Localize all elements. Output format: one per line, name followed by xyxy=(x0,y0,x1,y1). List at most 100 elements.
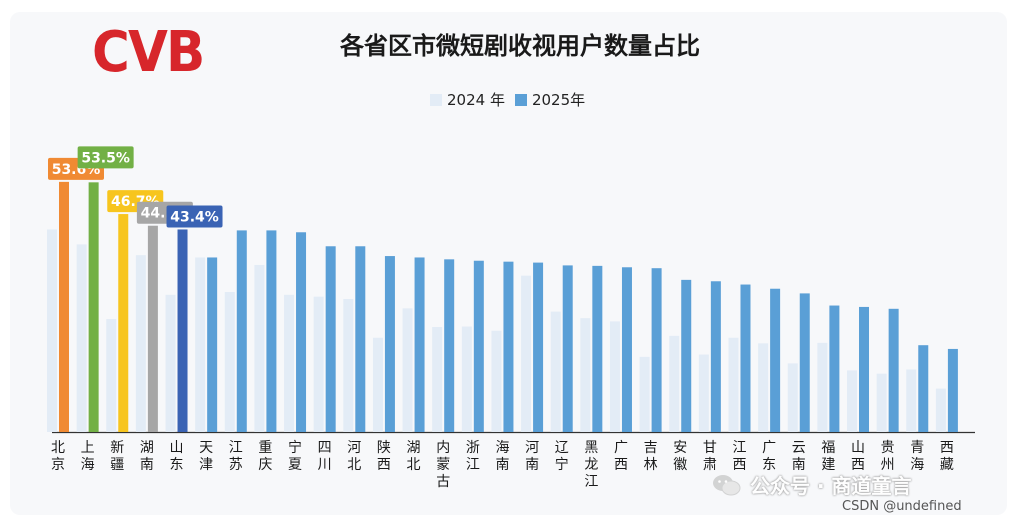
bar-2025-21 xyxy=(681,279,692,432)
legend-label-2024: 2024 年 xyxy=(447,91,505,109)
category-label-16: 河南 xyxy=(525,440,539,473)
category-label-4: 山东 xyxy=(170,440,184,473)
bar-2025-9 xyxy=(325,246,336,432)
bar-2025-13 xyxy=(444,259,455,432)
category-label-29: 青海 xyxy=(910,440,924,473)
bar-2024-7 xyxy=(254,264,265,432)
bar-2025-8 xyxy=(296,232,307,432)
bar-2025-27 xyxy=(859,306,870,432)
bar-2025-17 xyxy=(562,265,573,432)
category-label-18: 黑龙江 xyxy=(584,440,598,490)
category-label-2: 新疆 xyxy=(110,440,124,473)
bar-2024-12 xyxy=(402,308,413,432)
bar-2025-29 xyxy=(918,345,929,432)
highlight-label-box-4 xyxy=(166,205,223,228)
bar-2025-28 xyxy=(888,308,899,432)
bar-2024-29 xyxy=(906,369,917,432)
legend-swatch-2025 xyxy=(514,93,527,106)
bar-2025-7 xyxy=(266,230,277,432)
bar-2025-2 xyxy=(118,214,129,432)
bar-2025-16 xyxy=(533,262,544,432)
bar-2025-18 xyxy=(592,265,603,432)
category-label-13: 内蒙古 xyxy=(436,440,450,490)
bar-2024-15 xyxy=(491,330,502,432)
bar-2024-3 xyxy=(135,255,146,432)
bar-2024-6 xyxy=(224,292,235,432)
bar-2024-17 xyxy=(550,311,561,432)
bar-2024-8 xyxy=(284,294,295,432)
bar-2024-25 xyxy=(787,363,798,432)
category-label-14: 浙江 xyxy=(466,440,480,473)
cvb-logo: CVB xyxy=(92,20,205,85)
bar-2024-5 xyxy=(195,257,206,432)
bar-2025-12 xyxy=(414,257,425,432)
category-label-0: 北京 xyxy=(51,440,65,473)
category-label-5: 天津 xyxy=(199,440,213,473)
watermark: 公众号 · 商道童言 xyxy=(712,470,912,499)
category-label-8: 宁夏 xyxy=(288,439,302,473)
bar-2024-19 xyxy=(609,321,620,432)
bar-2024-4 xyxy=(165,294,176,432)
category-label-15: 海南 xyxy=(495,440,509,473)
bar-2024-30 xyxy=(935,388,946,432)
bar-2024-0 xyxy=(47,229,57,432)
bar-2024-18 xyxy=(580,318,591,432)
bar-2024-1 xyxy=(76,244,87,432)
bar-2025-0 xyxy=(59,181,69,432)
category-label-1: 上海 xyxy=(81,440,95,473)
bar-2024-22 xyxy=(698,354,709,432)
bar-2024-10 xyxy=(343,299,354,432)
legend: 2024 年 2025年 xyxy=(430,89,595,110)
bar-2025-30 xyxy=(947,348,958,432)
category-label-23: 江西 xyxy=(732,440,746,473)
highlight-label-4: 43.4% xyxy=(170,209,219,225)
bar-2025-11 xyxy=(384,256,395,432)
bar-2025-15 xyxy=(503,261,514,432)
category-label-24: 广东 xyxy=(762,440,776,473)
legend-swatch-2024 xyxy=(430,93,442,106)
bar-2024-14 xyxy=(461,326,472,432)
bar-2024-21 xyxy=(669,335,680,432)
bar-2024-26 xyxy=(817,342,828,432)
bar-2025-4 xyxy=(177,229,188,432)
bar-2024-11 xyxy=(372,337,383,432)
bar-2024-20 xyxy=(639,356,650,432)
bar-2024-9 xyxy=(313,296,324,432)
bar-2025-20 xyxy=(651,268,662,432)
bar-2024-16 xyxy=(521,275,532,432)
bar-2025-10 xyxy=(355,246,366,432)
category-label-17: 辽宁 xyxy=(555,440,569,473)
category-label-26: 福建 xyxy=(821,440,835,473)
chart-title: 各省区市微短剧收视用户数量占比 xyxy=(340,32,700,60)
watermark-text: 公众号 · 商道童言 xyxy=(750,474,912,498)
bar-2025-14 xyxy=(473,260,484,432)
bar-2024-24 xyxy=(758,343,769,432)
bar-2025-1 xyxy=(88,182,99,432)
bar-2025-23 xyxy=(740,284,751,432)
bar-2024-27 xyxy=(847,370,858,432)
bar-2024-2 xyxy=(106,319,117,432)
category-label-7: 重庆 xyxy=(258,440,272,473)
category-label-21: 安徽 xyxy=(673,440,687,473)
category-label-12: 湖北 xyxy=(407,440,421,473)
highlight-label-box-1 xyxy=(77,146,134,169)
category-label-19: 广西 xyxy=(614,440,628,473)
bar-2025-26 xyxy=(829,305,840,432)
bar-2024-28 xyxy=(876,373,887,432)
category-label-9: 四川 xyxy=(318,440,332,473)
category-label-3: 湖南 xyxy=(140,440,154,473)
category-label-22: 甘肃 xyxy=(703,440,717,473)
category-label-6: 江苏 xyxy=(229,440,243,473)
bar-2025-25 xyxy=(799,293,810,432)
bar-2025-5 xyxy=(207,257,218,432)
legend-item-2025: 2025年 xyxy=(514,89,585,110)
category-label-10: 河北 xyxy=(347,440,361,473)
category-label-28: 贵州 xyxy=(881,440,895,473)
csdn-credit: CSDN @undefined xyxy=(842,499,962,514)
bar-2024-23 xyxy=(728,337,739,432)
legend-item-2024: 2024 年 xyxy=(430,89,505,110)
bar-2025-24 xyxy=(770,288,781,432)
bar-2025-6 xyxy=(236,230,247,432)
